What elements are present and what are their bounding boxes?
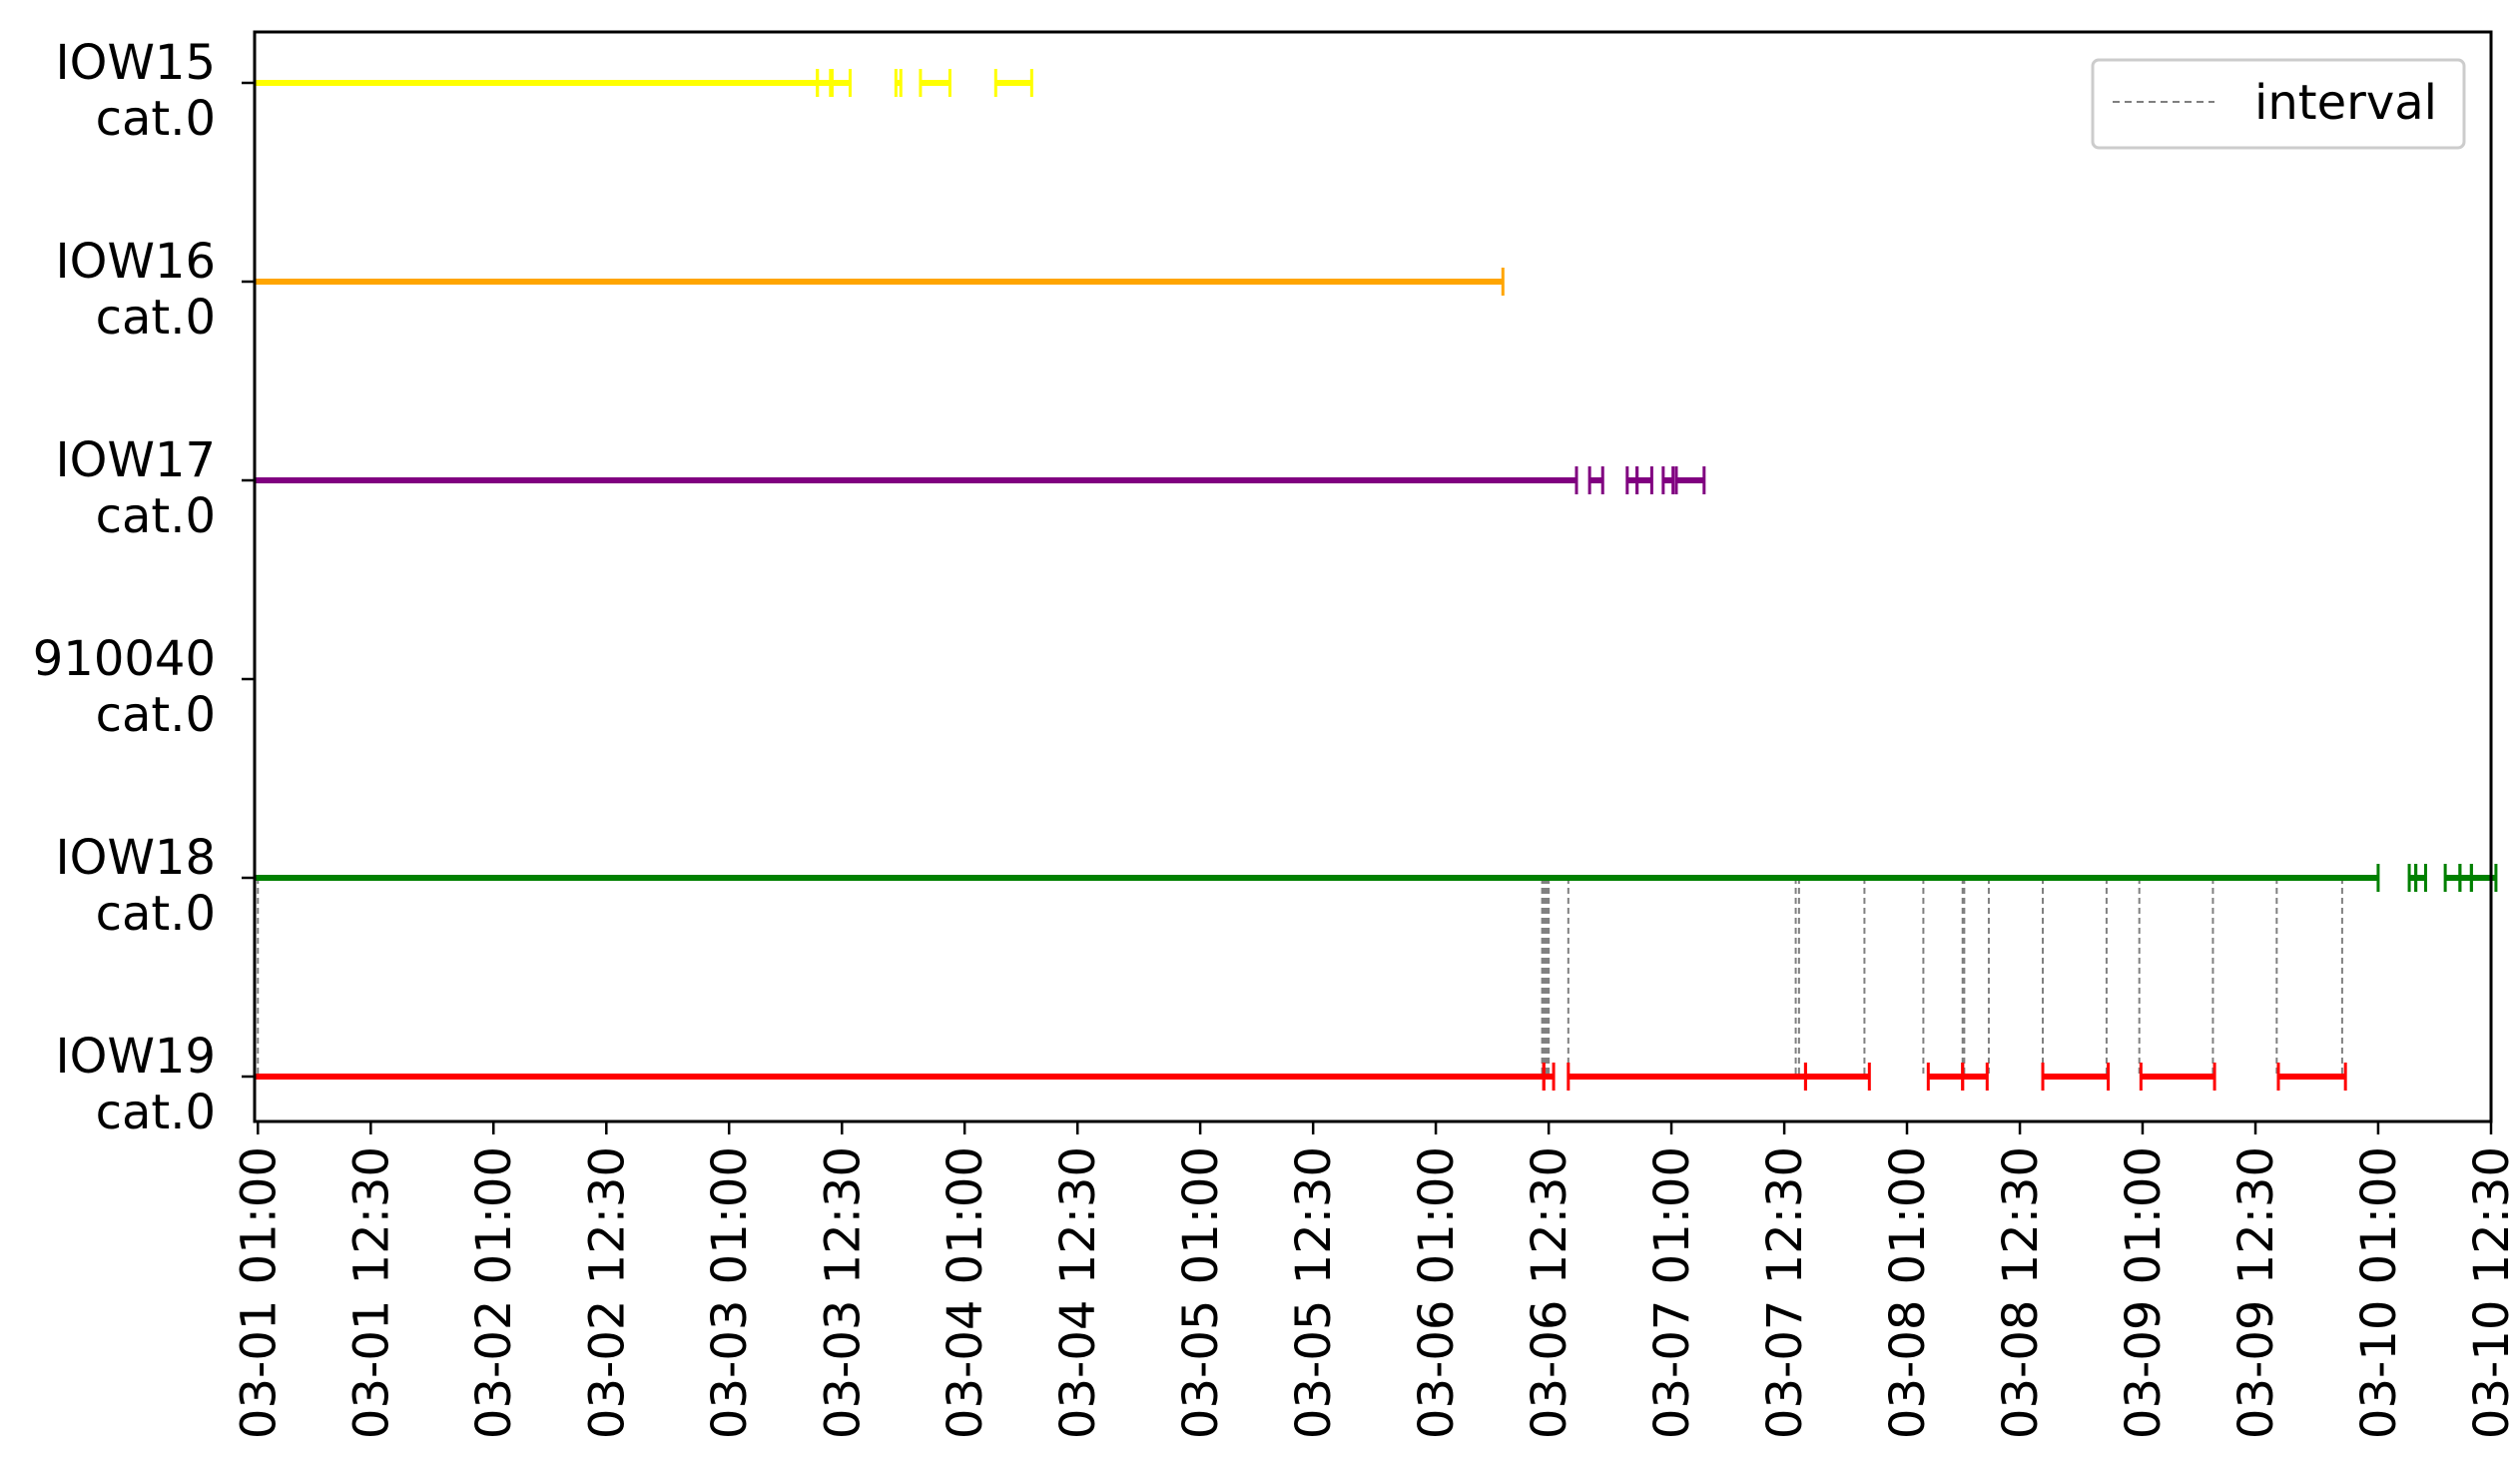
interval-connectors — [257, 878, 2343, 1077]
row-IOW16 — [255, 268, 1505, 296]
row-IOW19 — [255, 1063, 2347, 1091]
xtick-label-8: 03-05 01:00 — [1173, 1146, 1229, 1439]
ytick-sublabel-IOW17: cat.0 — [96, 488, 216, 544]
xtick-label-0: 03-01 01:00 — [231, 1146, 287, 1439]
plot-frame — [253, 30, 2493, 1123]
legend-label-interval: interval — [2254, 75, 2437, 131]
xtick-label-2: 03-02 01:00 — [466, 1146, 522, 1439]
ytick-label-910040: 910040 — [33, 631, 216, 687]
ytick-sublabel-IOW15: cat.0 — [96, 91, 216, 147]
xtick-label-6: 03-04 01:00 — [938, 1146, 993, 1439]
ytick-sublabel-IOW19: cat.0 — [96, 1085, 216, 1140]
xtick-label-12: 03-07 01:00 — [1644, 1146, 1700, 1439]
xtick-label-11: 03-06 12:30 — [1522, 1146, 1577, 1439]
ytick-sublabel-IOW16: cat.0 — [96, 290, 216, 346]
xtick-label-5: 03-03 12:30 — [815, 1146, 871, 1439]
xtick-label-15: 03-08 12:30 — [1993, 1146, 2049, 1439]
xtick-label-7: 03-04 12:30 — [1050, 1146, 1106, 1439]
xtick-label-16: 03-09 01:00 — [2116, 1146, 2172, 1439]
legend: interval — [2091, 58, 2466, 150]
xtick-label-14: 03-08 01:00 — [1880, 1146, 1936, 1439]
xtick-label-9: 03-05 12:30 — [1286, 1146, 1342, 1439]
xtick-label-10: 03-06 01:00 — [1409, 1146, 1465, 1439]
ytick-label-IOW15: IOW15 — [56, 35, 216, 91]
xtick-label-3: 03-02 12:30 — [579, 1146, 635, 1439]
xtick-label-13: 03-07 12:30 — [1757, 1146, 1813, 1439]
xtick-label-17: 03-09 12:30 — [2228, 1146, 2284, 1439]
legend-box — [2091, 58, 2466, 150]
row-IOW18 — [255, 864, 2498, 892]
row-IOW17 — [255, 466, 1706, 494]
x-axis: 03-01 01:00 03-01 12:30 03-02 01:00 03-02 1… — [231, 1121, 2520, 1439]
xtick-label-19: 03-10 12:30 — [2464, 1146, 2520, 1439]
xtick-label-4: 03-03 01:00 — [702, 1146, 758, 1439]
ytick-label-IOW17: IOW17 — [56, 432, 216, 488]
ytick-label-IOW19: IOW19 — [56, 1029, 216, 1085]
ytick-label-IOW18: IOW18 — [56, 830, 216, 886]
ytick-sublabel-910040: cat.0 — [96, 687, 216, 743]
y-axis: IOW15cat.0IOW16cat.0IOW17cat.0910040cat.… — [33, 35, 255, 1140]
ytick-label-IOW16: IOW16 — [56, 234, 216, 290]
timeline-rows — [255, 69, 2498, 1091]
ytick-sublabel-IOW18: cat.0 — [96, 886, 216, 942]
xtick-label-18: 03-10 01:00 — [2351, 1146, 2407, 1439]
xtick-label-1: 03-01 12:30 — [343, 1146, 399, 1439]
row-IOW15 — [255, 69, 1033, 97]
